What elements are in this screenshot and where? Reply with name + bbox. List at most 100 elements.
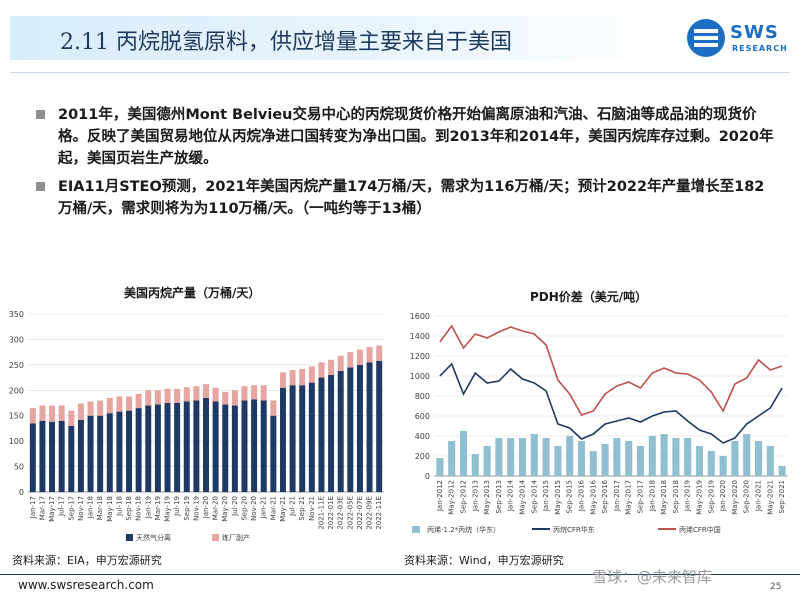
spread-bar (589, 451, 597, 476)
bullet-list: 2011年，美国德州Mont Belvieu交易中心的丙烷现货价格开始偏离原油和… (36, 104, 776, 226)
x-tick-label: Jul-18 (115, 496, 123, 517)
bar-segment (126, 396, 133, 411)
left-chart-title: 美国丙烷产量（万桶/天） (124, 286, 261, 300)
slide-header: 2.11 丙烷脱氢原料，供应增量主要来自于美国 SWS RESEARCH (0, 0, 800, 80)
bar-segment (87, 401, 94, 416)
bar-segment (222, 391, 229, 405)
legend-swatch (212, 534, 219, 541)
x-tick-label: Sep-2016 (601, 479, 609, 513)
logo-wordmark: SWS (730, 22, 779, 43)
x-tick-label: Jul-17 (58, 496, 66, 517)
spread-bar (577, 441, 586, 476)
bar-segment (49, 405, 56, 422)
spread-bar (684, 438, 692, 476)
x-tick-label: 2022-05E (346, 496, 354, 530)
bar-segment (251, 399, 258, 492)
x-tick-label: May-20 (221, 496, 229, 522)
spread-bar (566, 436, 574, 476)
bar-segment (251, 385, 258, 400)
bar-segment (193, 400, 200, 492)
bar-segment (270, 415, 277, 492)
x-tick-label: May-2019 (696, 480, 704, 515)
y-tick-label: 400 (415, 432, 430, 441)
spread-bar (459, 431, 468, 476)
y-tick-label: 1000 (410, 372, 430, 381)
bar-segment (174, 403, 181, 492)
bullet-text: 2011年，美国德州Mont Belvieu交易中心的丙烷现货价格开始偏离原油和… (58, 107, 774, 167)
header-divider (10, 72, 790, 73)
x-tick-label: Jan-2018 (648, 480, 656, 512)
spread-bar (436, 458, 444, 476)
bar-segment (289, 369, 296, 386)
x-tick-label: Sep-2021 (778, 480, 786, 514)
x-tick-label: Jan-2015 (542, 480, 550, 512)
bar-segment (356, 349, 363, 365)
bar-segment (183, 387, 190, 402)
x-tick-label: May-21 (279, 496, 287, 522)
right-chart-title: PDH价差（美元/吨） (530, 290, 648, 304)
x-tick-label: Sep-2014 (530, 479, 538, 513)
x-tick-label: Jan-2019 (684, 480, 692, 512)
spread-bar (754, 441, 763, 476)
bar-segment (366, 362, 373, 492)
spread-bar (766, 446, 774, 476)
x-tick-label: Sep-2020 (743, 480, 751, 514)
x-tick-label: Nov-20 (250, 496, 258, 521)
x-tick-label: Jul-19 (173, 496, 181, 517)
y-tick-label: 100 (9, 437, 24, 446)
x-tick-label: Mar-20 (212, 496, 220, 520)
series-line (439, 362, 783, 444)
x-tick-label: 2022-11E (375, 496, 383, 530)
spread-bar (448, 441, 456, 476)
x-tick-label: Jan-2017 (613, 480, 621, 512)
spread-bar (483, 446, 491, 476)
x-tick-label: Nov-21 (308, 496, 316, 521)
x-tick-label: 2022-09E (366, 496, 374, 530)
x-tick-label: Sep-20 (240, 496, 248, 521)
x-tick-label: Sep-2015 (566, 480, 574, 514)
bar-segment (126, 410, 133, 492)
bar-segment (154, 404, 161, 492)
series-line (439, 324, 783, 416)
spread-bar (672, 438, 680, 476)
footer-website-link[interactable]: www.swsresearch.com (18, 578, 154, 592)
bar-segment (39, 420, 46, 492)
x-tick-label: May-17 (48, 496, 56, 522)
bar-segment (337, 370, 344, 492)
x-tick-label: May-2021 (766, 480, 774, 515)
pdh-spread-chart: 0 200 400 600 800 1000 1200 1400 1600 Jan-2012 May… (410, 312, 788, 534)
bar-segment (77, 419, 84, 492)
x-tick-label: Sep-2019 (707, 480, 715, 514)
x-tick-label: Jan-2014 (507, 479, 515, 512)
bullet-text: EIA11月STEO预测，2021年美国丙烷产量174万桶/天，需求为116万桶… (58, 179, 765, 217)
bar-segment (68, 425, 75, 492)
spread-bar (731, 441, 739, 476)
spread-bar (542, 438, 550, 476)
x-tick-label: Jan-17 (29, 496, 37, 519)
spread-bar (507, 438, 515, 476)
bullet-item: EIA11月STEO预测，2021年美国丙烷产量174万桶/天，需求为116万桶… (36, 176, 776, 220)
y-tick-label: 1600 (410, 312, 430, 321)
right-source-note: 资料来源：Wind，申万宏源研究 (404, 554, 564, 567)
legend-label: 丙烯CFR中国 (679, 525, 721, 534)
spread-bar (601, 444, 609, 476)
x-tick-label: May-2017 (625, 480, 633, 515)
x-tick-label: 2022-07E (356, 496, 364, 530)
x-tick-label: Sep-2017 (637, 480, 645, 514)
y-tick-label: 200 (415, 452, 430, 461)
sws-logo: SWS RESEARCH (686, 14, 787, 64)
bar-segment (299, 368, 306, 386)
x-tick-label: Mar-18 (96, 496, 104, 520)
x-tick-label: Mar-19 (154, 496, 162, 520)
y-tick-label: 250 (9, 361, 24, 370)
bullet-square-icon (36, 110, 45, 119)
bar-segment (29, 423, 36, 492)
bar-segment (135, 408, 142, 492)
bar-segment (241, 400, 248, 492)
x-tick-label: Nov-18 (135, 496, 143, 521)
spread-bar (648, 436, 656, 476)
bar-segment (145, 390, 152, 406)
bar-segment (39, 405, 46, 421)
bar-segment (116, 411, 123, 492)
